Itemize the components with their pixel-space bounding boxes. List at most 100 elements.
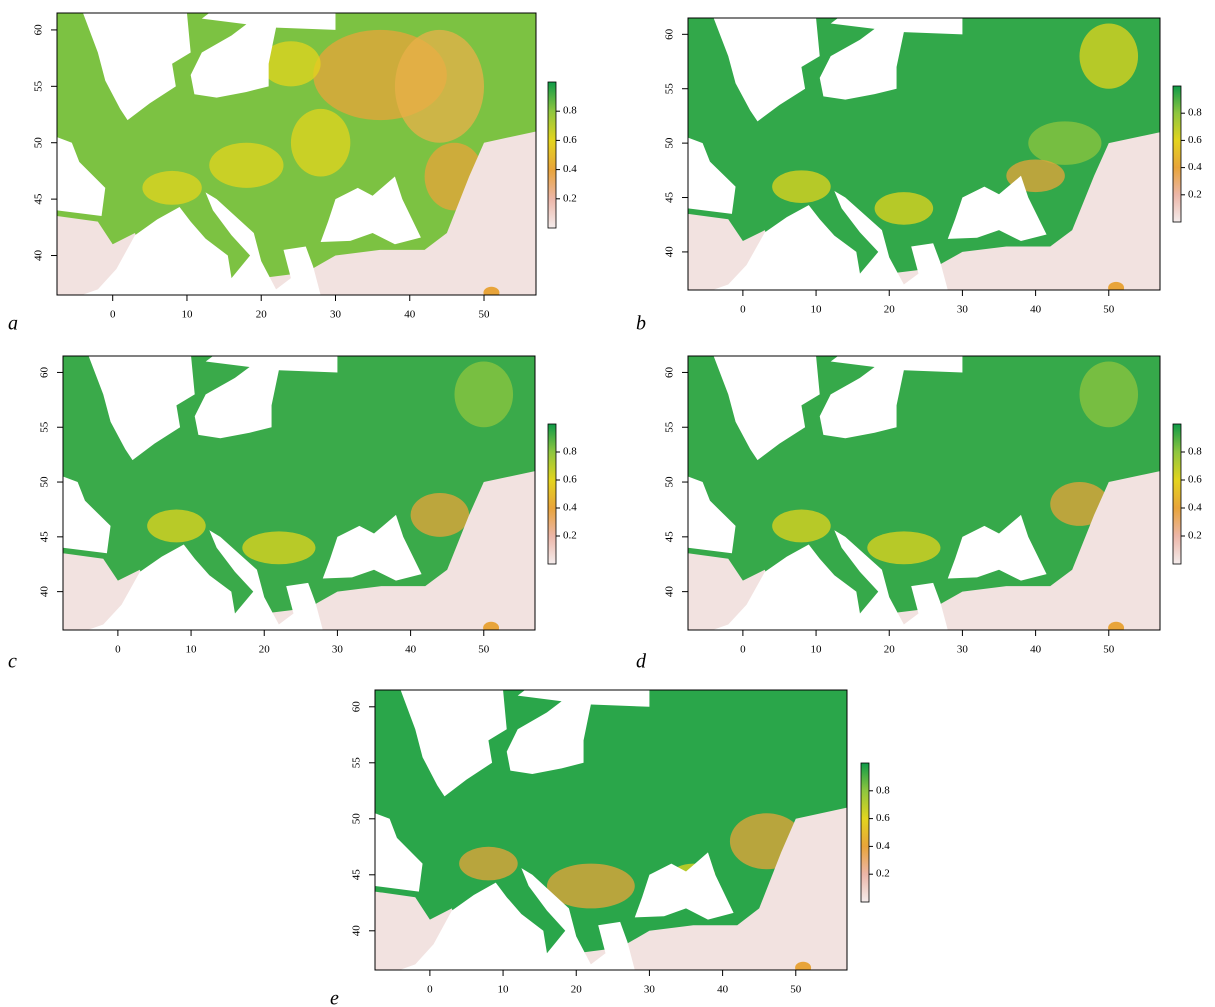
colorbar-tick-label: 0.6 [1188, 474, 1202, 486]
x-tick-label: 0 [110, 309, 116, 321]
y-tick-label: 40 [664, 246, 676, 257]
y-tick-label: 45 [39, 531, 51, 543]
colorbar-tick-label: 0.4 [563, 502, 577, 514]
colorbar-tick-label: 0.6 [563, 134, 577, 146]
map-panel: 0 10 20 30 40 50 40 45 50 55 60 0.2 0.4 0.6 0.8 a [8, 12, 577, 335]
y-tick-label: 55 [664, 421, 676, 433]
raster [57, 13, 536, 295]
low-suitability [201, 131, 536, 295]
colorbar-tick-label: 0.4 [1188, 502, 1202, 514]
x-tick-label: 50 [790, 984, 802, 996]
colorbar-tick-label: 0.4 [876, 840, 890, 852]
water [57, 13, 106, 217]
suitability-patch [147, 509, 206, 543]
x-tick-label: 0 [427, 984, 433, 996]
x-tick-label: 20 [259, 644, 271, 656]
x-tick-label: 10 [186, 644, 198, 656]
suitability-patch [209, 142, 284, 188]
y-tick-label: 50 [39, 476, 51, 488]
y-tick-label: 55 [664, 83, 676, 95]
water [82, 13, 191, 121]
x-tick-label: 40 [405, 644, 417, 656]
water [71, 192, 321, 295]
water [190, 13, 336, 98]
y-tick-label: 50 [664, 476, 676, 488]
suitability-patch [261, 41, 321, 87]
colorbar-tick-label: 0.8 [876, 784, 890, 796]
x-tick-label: 0 [740, 304, 746, 316]
colorbar-tick-label: 0.6 [876, 812, 890, 824]
colorbar [1172, 85, 1182, 223]
y-tick-label: 60 [664, 28, 676, 40]
suitability-patch [874, 192, 934, 225]
y-tick-label: 50 [351, 813, 363, 825]
x-tick-label: 50 [479, 309, 491, 321]
x-tick-label: 30 [330, 309, 342, 321]
x-tick-label: 10 [811, 644, 823, 656]
suitability-patch [290, 108, 351, 177]
hotspot [795, 961, 812, 970]
x-tick-label: 10 [811, 304, 823, 316]
panel-label: e [330, 988, 339, 1007]
colorbar-tick-label: 0.2 [876, 868, 890, 880]
water [506, 690, 650, 774]
suitability-patch [546, 863, 635, 909]
colorbar-tick-label: 0.8 [1188, 446, 1202, 458]
y-tick-label: 60 [39, 366, 51, 378]
hotspot [483, 621, 500, 630]
x-tick-label: 40 [1030, 304, 1042, 316]
colorbar-tick-label: 0.6 [563, 474, 577, 486]
suitability-patch [142, 170, 202, 205]
colorbar-tick-label: 0.6 [1188, 134, 1202, 146]
water [702, 190, 948, 290]
x-tick-label: 20 [571, 984, 583, 996]
x-tick-label: 20 [884, 304, 896, 316]
map-panel: 0 10 20 30 40 50 40 45 50 55 60 0.2 0.4 0.6 0.8 b [636, 17, 1202, 335]
colorbar [547, 423, 557, 565]
water [322, 514, 422, 581]
map-panel: 0 10 20 30 40 50 40 45 50 55 60 0.2 0.4 0.6 0.8 d [636, 355, 1202, 673]
suitability-patch [454, 361, 514, 428]
suitability-patch [242, 531, 316, 565]
x-tick-label: 30 [644, 984, 656, 996]
colorbar-tick-label: 0.8 [1188, 107, 1202, 119]
colorbar-tick-label: 0.2 [1188, 530, 1202, 542]
x-tick-label: 40 [404, 309, 416, 321]
suitability-patch [410, 492, 470, 537]
suitability-patch [1079, 361, 1139, 428]
x-tick-label: 10 [498, 984, 510, 996]
y-tick-label: 45 [33, 193, 45, 205]
y-tick-label: 40 [351, 925, 363, 937]
water [77, 530, 323, 630]
water [389, 868, 635, 970]
y-tick-label: 50 [33, 137, 45, 149]
colorbar-tick-label: 0.8 [563, 105, 577, 117]
x-tick-label: 30 [332, 644, 344, 656]
hotspot [483, 286, 500, 295]
water [88, 356, 195, 461]
x-tick-label: 0 [740, 644, 746, 656]
suitability-patch [459, 846, 518, 881]
y-tick-label: 50 [664, 137, 676, 149]
colorbar [547, 81, 557, 229]
suitability-patch [867, 531, 941, 565]
low-suitability [830, 471, 1160, 630]
y-tick-label: 55 [39, 421, 51, 433]
water [194, 356, 338, 439]
water [819, 18, 963, 100]
x-tick-label: 30 [957, 304, 969, 316]
y-tick-label: 40 [664, 586, 676, 598]
panel-label: a [8, 313, 18, 335]
x-tick-label: 50 [1103, 644, 1115, 656]
colorbar [1172, 423, 1182, 565]
water [688, 18, 736, 214]
water [947, 175, 1047, 242]
water [688, 356, 736, 554]
y-tick-label: 45 [351, 869, 363, 881]
raster [63, 356, 535, 630]
x-tick-label: 50 [1103, 304, 1115, 316]
colorbar-tick-label: 0.4 [563, 163, 577, 175]
water [375, 690, 423, 892]
suitability-patch [394, 29, 485, 143]
